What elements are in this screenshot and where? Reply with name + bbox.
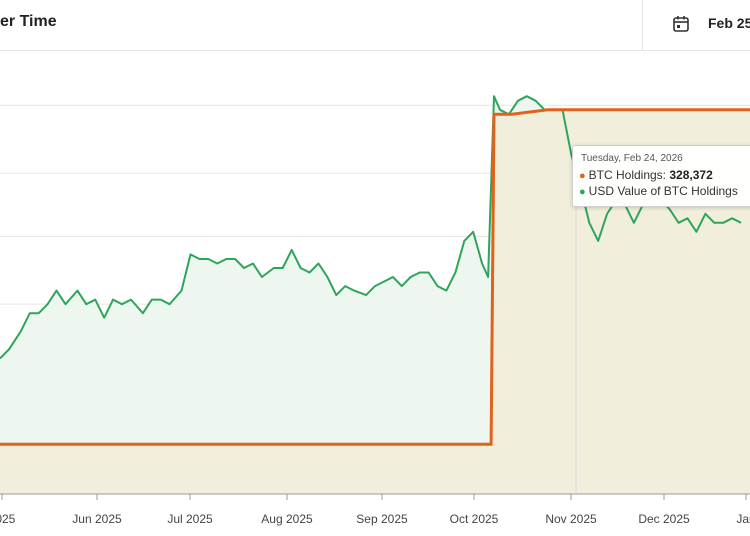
- header-divider: [642, 0, 643, 50]
- tooltip-date: Tuesday, Feb 24, 2026: [581, 153, 683, 164]
- x-tick-label-2: Jul 2025: [167, 512, 213, 526]
- x-tick-label-7: Dec 2025: [638, 512, 690, 526]
- usd-dot-icon: ●: [579, 186, 586, 198]
- date-range-picker[interactable]: Feb 25: [643, 0, 750, 50]
- tooltip-usd-row: ● USD Value of BTC Holdings: [579, 184, 738, 198]
- chart-header: er Time Feb 25: [0, 0, 750, 51]
- holdings-line: [0, 108, 750, 446]
- holdings-dot-icon: ●: [579, 170, 586, 182]
- x-tick-label-4: Sep 2025: [356, 512, 408, 526]
- x-tick-label-5: Oct 2025: [450, 512, 499, 526]
- x-tick-label-0: 2025: [0, 512, 16, 526]
- x-tick-label-1: Jun 2025: [72, 512, 122, 526]
- holdings-area-overlay: [0, 109, 750, 494]
- tooltip-holdings-value: 328,372: [669, 168, 713, 182]
- x-tick-label-6: Nov 2025: [545, 512, 597, 526]
- date-range-label: Feb 25: [708, 15, 750, 31]
- tooltip-holdings-row: ● BTC Holdings: 328,372: [579, 168, 713, 182]
- tooltip-usd-label: USD Value of BTC Holdings: [588, 184, 738, 198]
- calendar-icon: [673, 16, 689, 32]
- chart-tooltip: Tuesday, Feb 24, 2026 ● BTC Holdings: 328…: [572, 145, 750, 207]
- x-axis: 2025 Jun 2025 Jul 2025 Aug 2025 Sep 2025 Oct …: [0, 493, 750, 526]
- chart-title: er Time: [0, 13, 57, 30]
- tooltip-holdings-label: BTC Holdings:: [588, 168, 670, 182]
- area-fills: [0, 96, 750, 494]
- x-tick-label-8: Jan: [736, 512, 750, 526]
- x-tick-label-3: Aug 2025: [261, 512, 313, 526]
